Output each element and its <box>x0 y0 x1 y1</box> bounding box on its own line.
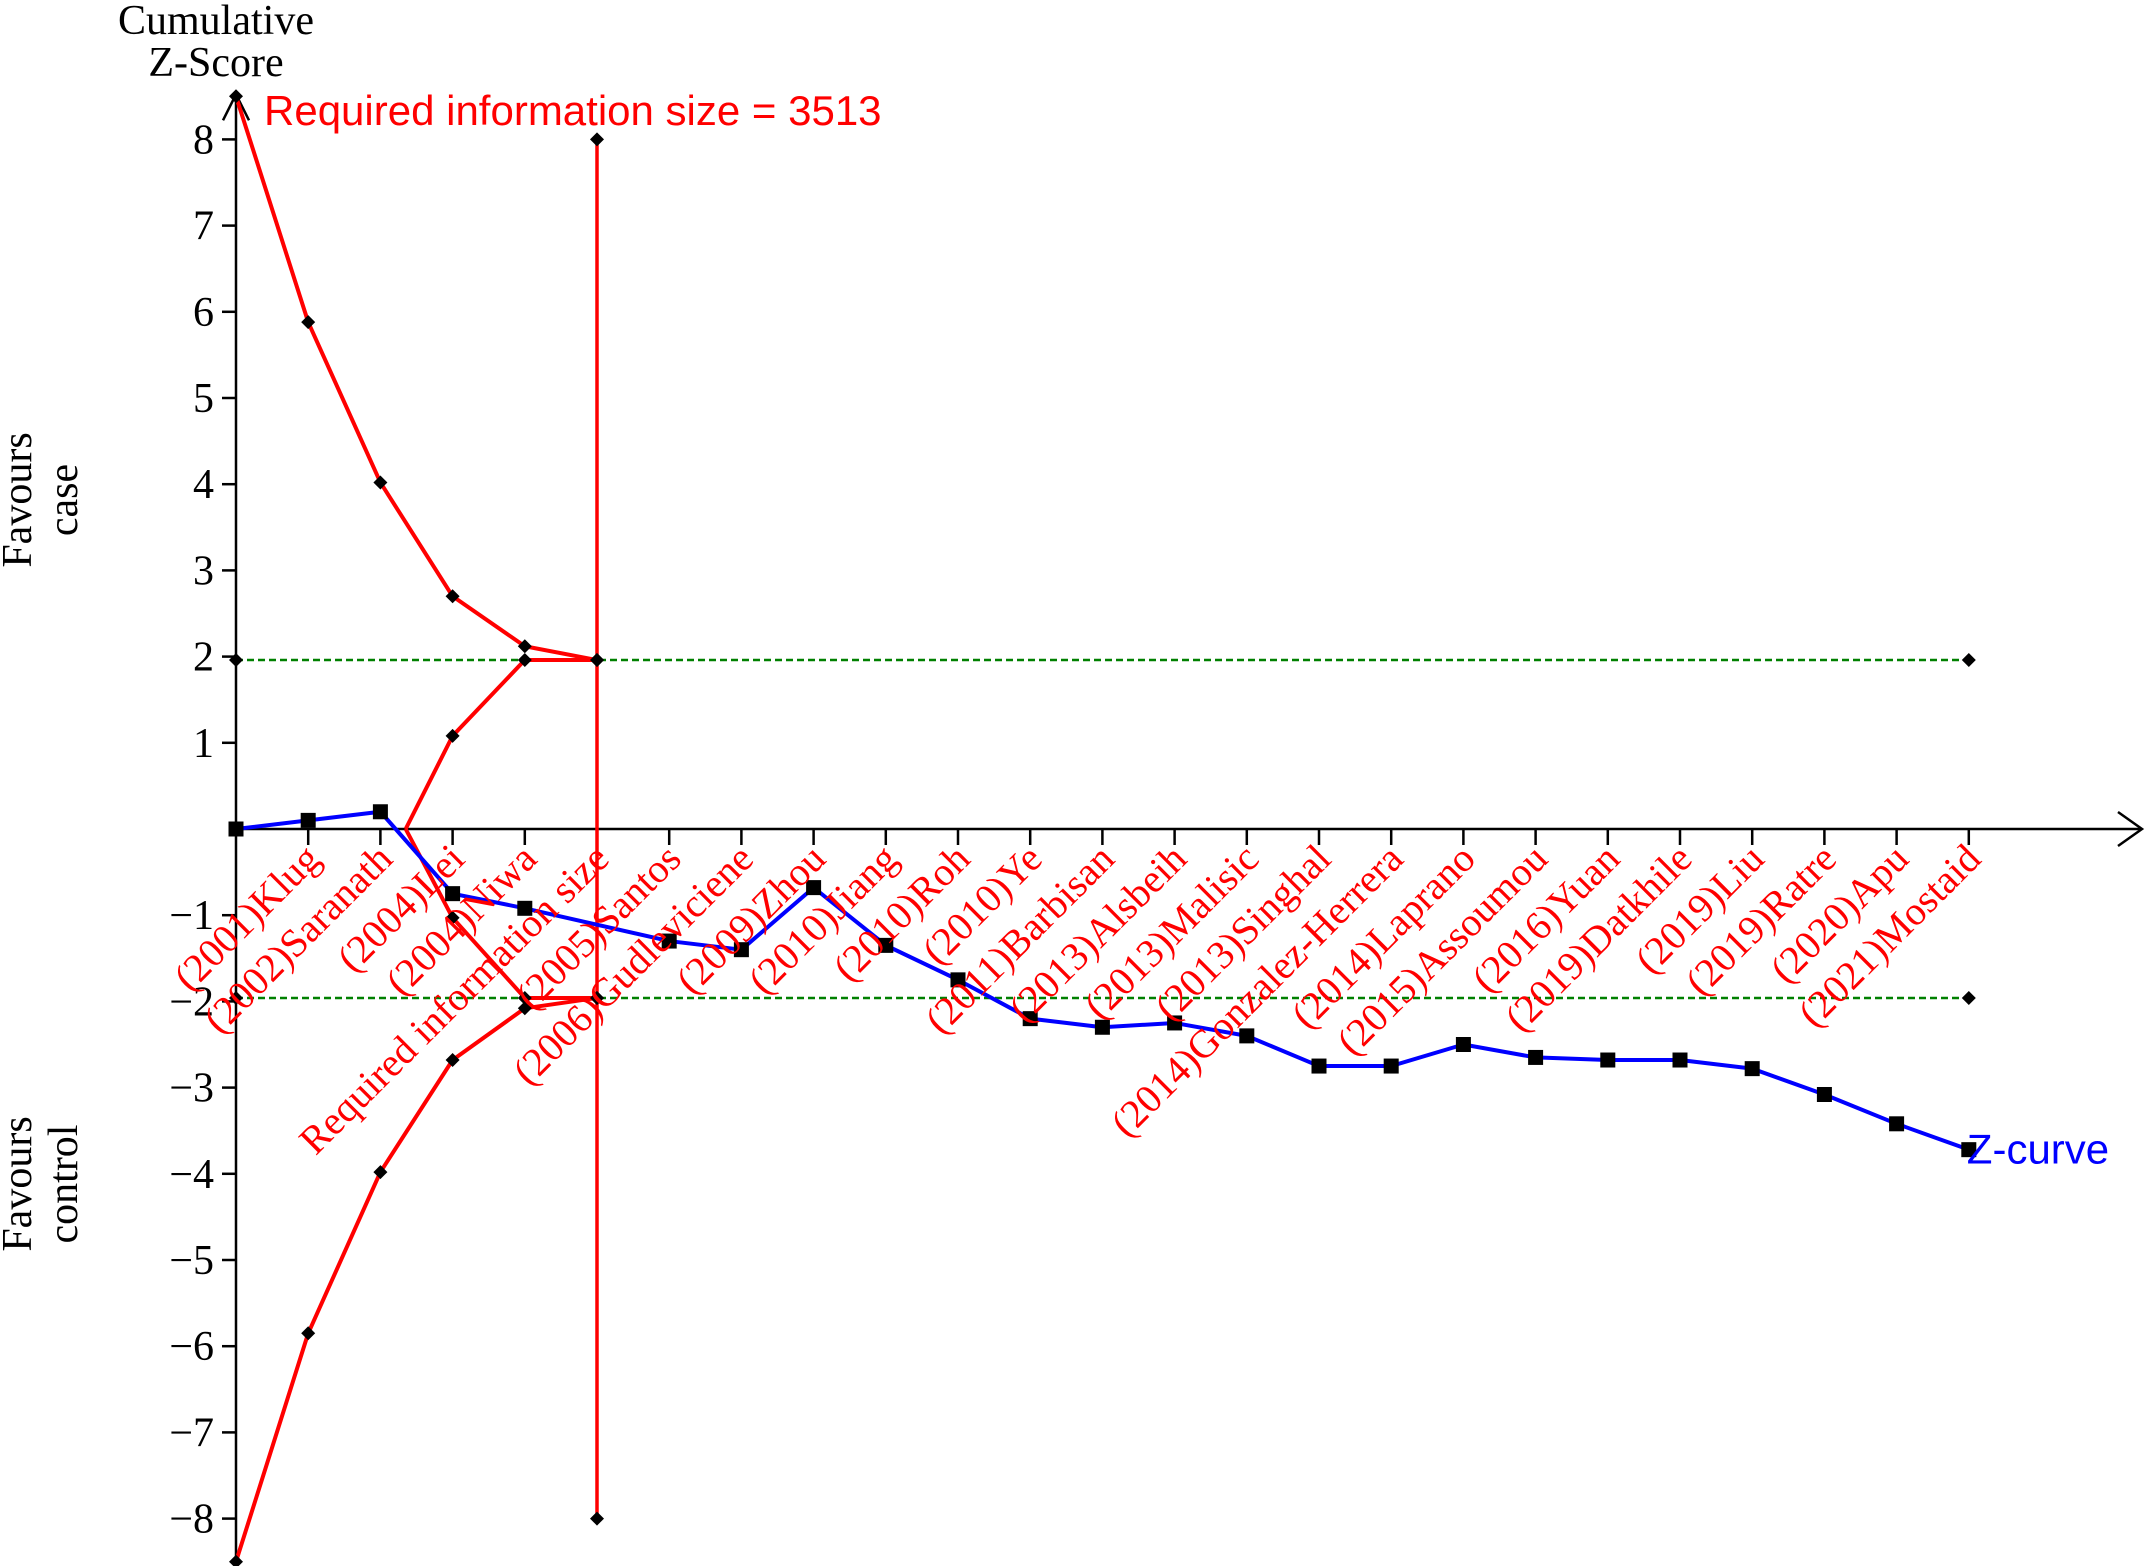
y-tick-label: 1 <box>193 721 214 767</box>
z-curve-point <box>806 880 822 896</box>
z-curve <box>228 804 1977 1158</box>
y-tick-label: −8 <box>169 1497 214 1543</box>
boundaries <box>229 89 1976 1566</box>
y-tick-label: 3 <box>193 548 214 594</box>
z-curve-point <box>661 933 677 949</box>
lower-futility-boundary-line <box>403 828 597 1000</box>
z-curve-point <box>1167 1015 1183 1031</box>
axes: −8 −7 −6 −5 −4 −3 −2 −1 1 2 3 4 5 6 7 8 <box>169 91 2145 1562</box>
lower-efficacy-boundary-point <box>517 1001 532 1016</box>
z-curve-point <box>1600 1052 1616 1068</box>
z-curve-point <box>1455 1037 1471 1052</box>
upper-futility-boundary-point <box>445 728 460 743</box>
y-tick-label: 6 <box>193 290 214 336</box>
y-tick-label: 7 <box>193 204 214 250</box>
z-curve-point <box>1311 1058 1327 1074</box>
y-tick-label: −4 <box>169 1152 214 1198</box>
upper-efficacy-boundary-point <box>517 639 532 654</box>
z-curve-point <box>1889 1116 1905 1132</box>
z-curve-point <box>950 972 966 988</box>
lower-efficacy-boundary-point <box>301 1326 316 1341</box>
upper-futility-boundary-point <box>590 653 604 668</box>
z-curve-point <box>1744 1061 1760 1077</box>
upper-efficacy-boundary-point <box>301 315 316 330</box>
favours-case-label-line: case <box>41 464 87 536</box>
z-curve-point <box>733 942 749 958</box>
y-tick-label: −5 <box>169 1238 214 1284</box>
z-curve-label: Z-curve <box>1967 1126 2109 1173</box>
lower-efficacy-boundary-point <box>229 1554 243 1566</box>
y-tick-label: −7 <box>169 1410 214 1456</box>
conventional-boundary-marker <box>229 990 243 1005</box>
ris-marker <box>590 132 604 147</box>
lower-efficacy-boundary-line <box>234 995 598 1563</box>
favours-control-label-line: control <box>41 1125 87 1244</box>
z-curve-point <box>445 886 461 902</box>
z-curve-point <box>1961 1142 1977 1158</box>
ris-marker <box>590 1511 604 1526</box>
lower-futility-boundary-point <box>517 990 532 1005</box>
y-tick-label: 2 <box>193 635 214 681</box>
y-tick-label: −6 <box>169 1324 214 1370</box>
z-curve-point <box>1672 1052 1688 1068</box>
z-curve-point <box>300 812 316 828</box>
conventional-boundary-marker <box>1961 990 1976 1005</box>
lower-efficacy-boundary-point <box>373 1165 388 1180</box>
y-tick-label: 8 <box>193 117 214 163</box>
y-axis-title: Z-Score <box>148 40 283 86</box>
z-curve-point <box>1528 1049 1544 1065</box>
y-axis-title: Cumulative <box>118 0 314 44</box>
favours-control-label: Favours control <box>0 1116 87 1251</box>
upper-efficacy-boundary-point <box>229 89 243 104</box>
favours-control-label-line: Favours <box>0 1116 41 1251</box>
upper-efficacy-boundary-point <box>373 475 388 490</box>
y-tick-label: −3 <box>169 1066 214 1112</box>
lower-futility-boundary-point <box>590 990 604 1005</box>
y-tick-label: 5 <box>193 376 214 422</box>
y-tick-label: −2 <box>169 979 214 1025</box>
z-curve-point <box>1383 1058 1399 1074</box>
z-curve-point <box>372 804 388 820</box>
lower-efficacy-boundary-point <box>445 1053 460 1068</box>
Z-curve-line <box>235 809 1970 1152</box>
conventional-boundary-marker <box>229 653 243 668</box>
upper-efficacy-boundary-line <box>234 95 598 663</box>
favours-case-label-line: Favours <box>0 432 41 567</box>
upper-futility-boundary-point <box>517 653 532 668</box>
z-curve-point <box>1239 1028 1255 1044</box>
conventional-boundary-marker <box>1961 653 1976 668</box>
upper-futility-boundary-line <box>403 658 597 830</box>
z-curve-point <box>228 821 244 837</box>
z-curve-point <box>517 900 533 916</box>
required-information-size-label: Required information size = 3513 <box>264 87 882 134</box>
z-curve-point <box>1022 1011 1038 1027</box>
y-tick-label: 4 <box>193 462 214 508</box>
upper-efficacy-boundary-point <box>445 589 460 604</box>
y-tick-label: −1 <box>169 893 214 939</box>
favours-case-label: Favours case <box>0 432 87 567</box>
lower-futility-boundary-point <box>445 910 460 925</box>
z-curve-point <box>1816 1086 1832 1102</box>
z-curve-point <box>878 937 894 953</box>
x-axis-arrow <box>2117 810 2145 848</box>
z-curve-point <box>1094 1019 1110 1035</box>
